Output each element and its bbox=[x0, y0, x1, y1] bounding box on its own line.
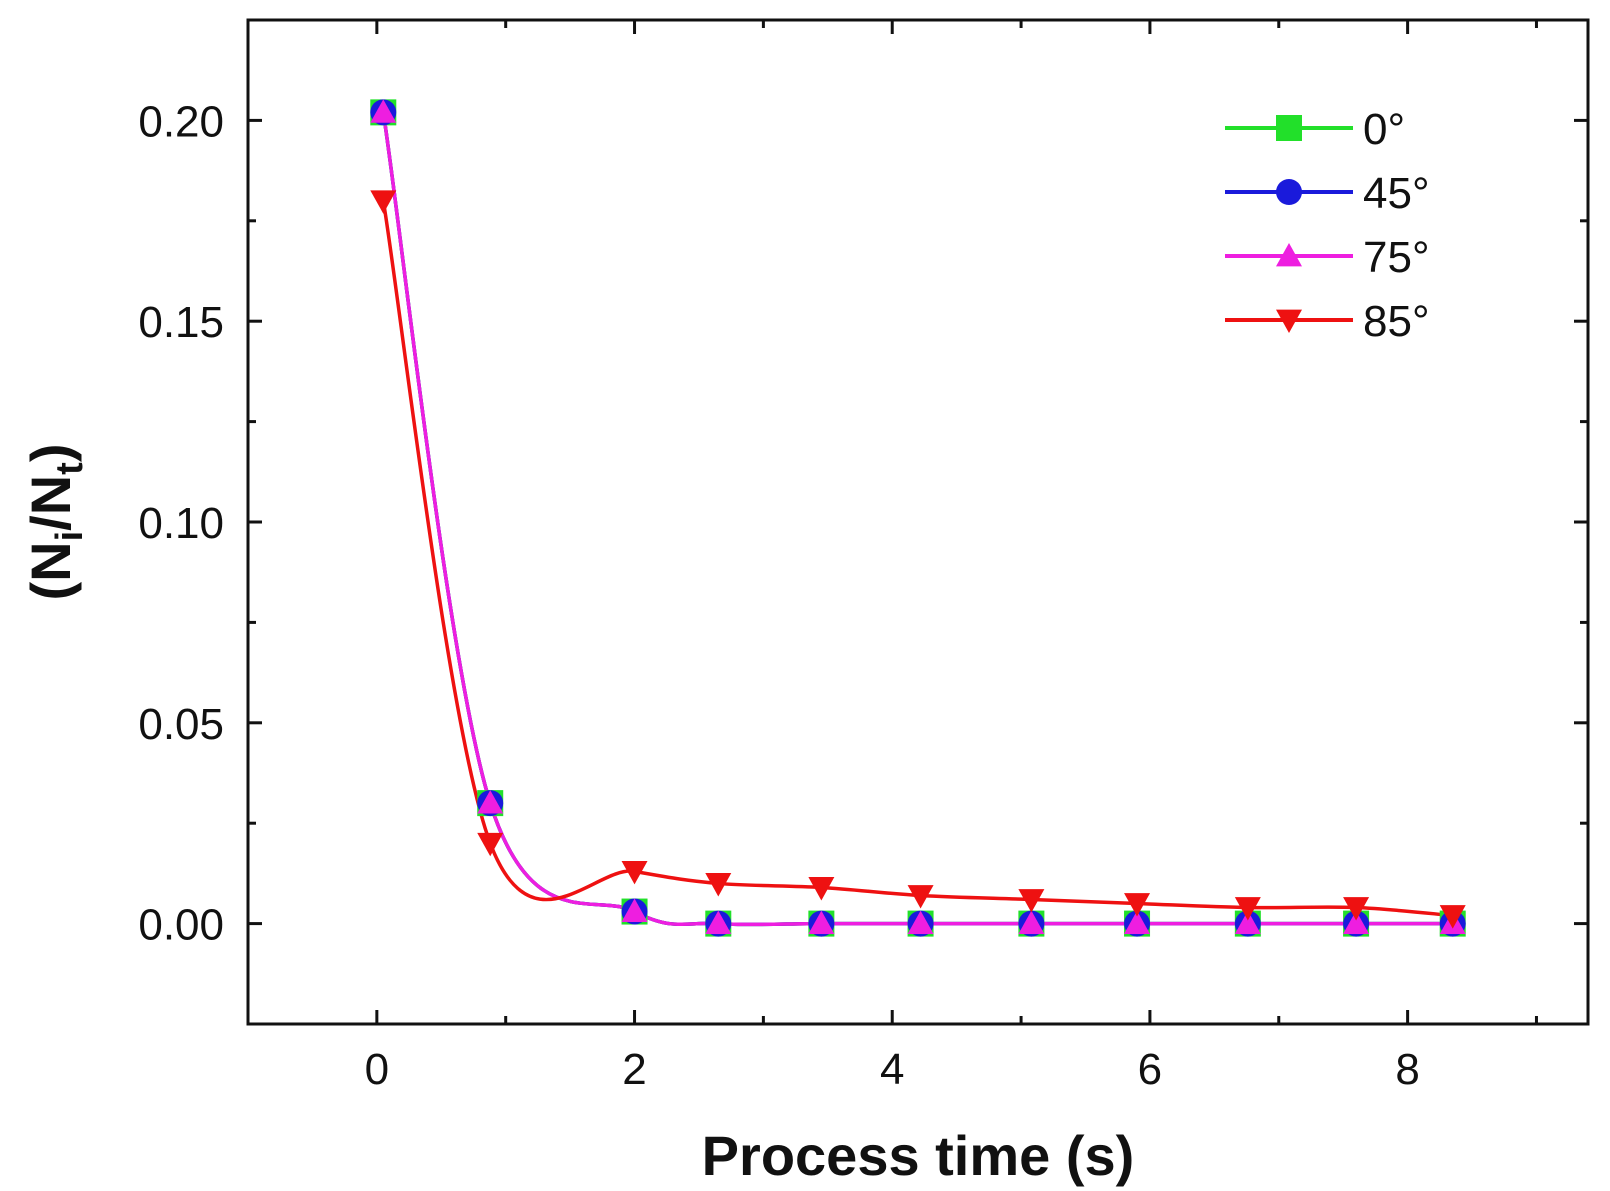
legend-label: 0° bbox=[1363, 105, 1405, 154]
data-point-series-3 bbox=[705, 873, 732, 897]
series-line-0 bbox=[381, 112, 1453, 927]
data-point-series-2 bbox=[370, 99, 397, 123]
legend-marker bbox=[1276, 115, 1302, 141]
data-point-series-3 bbox=[370, 190, 397, 214]
data-point-series-3 bbox=[1018, 889, 1045, 913]
data-point-series-3 bbox=[1343, 897, 1370, 921]
tick-labels: 0 2 4 6 8 0.00 0.05 0.10 0.15 0.20 bbox=[138, 97, 1419, 1094]
legend-marker bbox=[1276, 243, 1302, 267]
y-tick-label: 0.10 bbox=[138, 499, 224, 548]
legend-marker bbox=[1276, 309, 1302, 333]
legend: 0° 45° 75° 85° bbox=[1225, 105, 1430, 346]
data-point-series-2 bbox=[1234, 910, 1261, 934]
y-tick-label: 0.15 bbox=[138, 298, 224, 347]
axis-ticks bbox=[248, 18, 1588, 1024]
data-point-series-2 bbox=[1343, 910, 1370, 934]
y-axis-title-sub-t: t bbox=[49, 462, 91, 475]
legend-label: 85° bbox=[1363, 297, 1430, 346]
data-point-series-3 bbox=[621, 860, 648, 885]
data-point-series-3 bbox=[907, 885, 934, 909]
x-tick-label: 0 bbox=[365, 1045, 389, 1094]
x-tick-label: 6 bbox=[1138, 1045, 1162, 1094]
legend-label: 75° bbox=[1363, 233, 1430, 282]
legend-label: 45° bbox=[1363, 169, 1430, 218]
series-markers bbox=[370, 99, 1466, 937]
data-point-series-2 bbox=[907, 910, 934, 934]
data-point-series-3 bbox=[808, 877, 835, 901]
x-tick-label: 8 bbox=[1395, 1045, 1419, 1094]
data-point-series-2 bbox=[477, 790, 504, 814]
y-axis-title-sub-i: i bbox=[49, 531, 91, 542]
y-tick-label: 0.00 bbox=[138, 901, 224, 950]
data-point-series-3 bbox=[1124, 893, 1151, 917]
x-axis-title: Process time (s) bbox=[702, 1124, 1135, 1187]
data-point-series-3 bbox=[477, 832, 504, 857]
data-point-series-2 bbox=[1018, 910, 1045, 934]
legend-marker bbox=[1276, 179, 1302, 205]
y-axis-title-part-3: ) bbox=[19, 444, 82, 463]
series-lines bbox=[381, 112, 1453, 927]
data-point-series-3 bbox=[1234, 897, 1261, 921]
series-line-2 bbox=[381, 112, 1453, 927]
data-point-series-2 bbox=[1124, 910, 1151, 934]
data-point-series-2 bbox=[621, 898, 648, 922]
y-tick-label: 0.05 bbox=[138, 700, 224, 749]
x-tick-label: 4 bbox=[880, 1045, 904, 1094]
series-line-1 bbox=[381, 112, 1453, 927]
data-point-series-2 bbox=[705, 910, 732, 934]
x-tick-label: 2 bbox=[622, 1045, 646, 1094]
data-point-series-3 bbox=[1439, 905, 1466, 929]
y-axis-title-part-1: (N bbox=[19, 541, 82, 600]
y-axis-title: (Ni/Nt) bbox=[19, 444, 91, 601]
data-point-series-2 bbox=[808, 910, 835, 934]
y-axis-title-part-2: /N bbox=[19, 475, 82, 531]
y-tick-label: 0.20 bbox=[138, 97, 224, 146]
series-line-3 bbox=[381, 200, 1453, 918]
